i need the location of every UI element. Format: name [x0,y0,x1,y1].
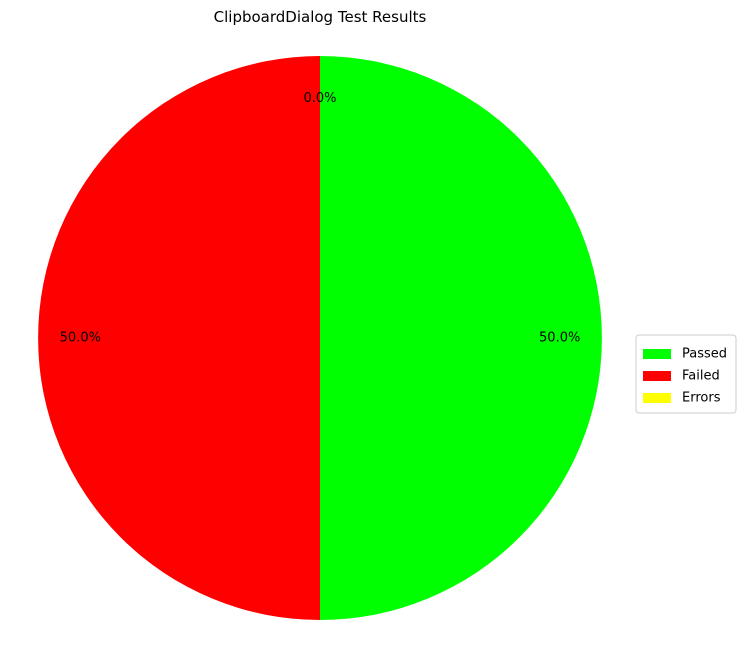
chart-title: ClipboardDialog Test Results [214,8,427,26]
legend-entry-errors: Errors [643,391,721,406]
chart-legend: Passed Failed Errors [635,334,737,414]
legend-entry-passed: Passed [643,347,727,362]
legend-swatch-errors [643,393,671,403]
legend-label-failed: Failed [682,369,720,384]
pie-slice-passed [320,56,602,620]
pie-slice-failed [38,56,321,620]
legend-entry-failed: Failed [643,369,720,384]
legend-label-errors: Errors [682,391,721,406]
percent-label-passed: 50.0% [539,331,580,346]
percent-label-errors: 0.0% [303,91,336,106]
legend-swatch-failed [643,371,671,381]
legend-label-passed: Passed [682,347,727,362]
pie-percent-labels: 50.0% 50.0% 0.0% [60,91,581,346]
percent-label-failed: 50.0% [60,331,101,346]
legend-swatch-passed [643,349,671,359]
pie-slices [38,56,602,620]
